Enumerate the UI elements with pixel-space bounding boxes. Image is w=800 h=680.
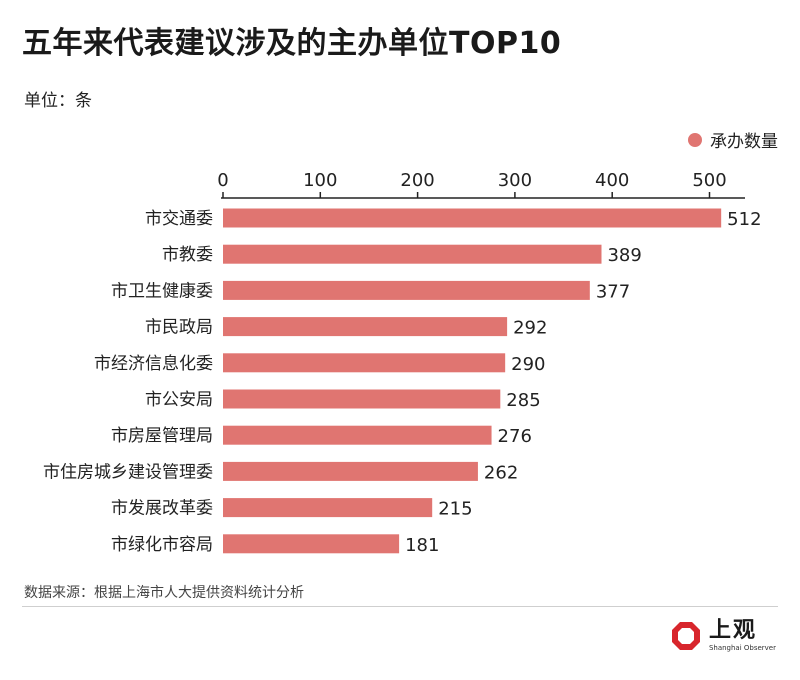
value-label: 292	[513, 318, 547, 339]
bar	[223, 280, 590, 300]
legend-dot-icon	[688, 132, 702, 147]
value-label: 290	[511, 354, 545, 375]
bar	[223, 389, 501, 409]
category-label: 市房屋管理局	[111, 426, 213, 446]
bar	[223, 461, 478, 481]
value-label: 262	[484, 462, 518, 483]
bar	[223, 425, 492, 445]
x-tick-label: 200	[400, 170, 434, 191]
category-label: 市教委	[162, 245, 213, 265]
bar	[223, 317, 508, 337]
bar	[223, 353, 506, 373]
value-label: 276	[498, 426, 532, 447]
logo-name: 上观	[708, 618, 757, 643]
category-label: 市发展改革委	[111, 499, 213, 519]
category-label: 市公安局	[145, 390, 213, 410]
value-label: 181	[405, 535, 439, 556]
category-label: 市卫生健康委	[111, 281, 213, 301]
x-tick-label: 300	[498, 170, 532, 191]
value-label: 512	[727, 209, 761, 230]
bar	[223, 244, 602, 264]
value-label: 215	[438, 499, 472, 520]
unit-label: 单位：条	[24, 91, 92, 111]
brand-logo: 上观 Shanghai Observer	[671, 620, 776, 652]
category-label: 市绿化市容局	[111, 535, 213, 555]
bar	[223, 534, 400, 554]
x-tick-label: 100	[303, 170, 337, 191]
category-label: 市民政局	[145, 318, 213, 338]
footer-divider	[22, 606, 778, 607]
logo-english: Shanghai Observer	[708, 644, 776, 652]
legend-label: 承办数量	[710, 132, 778, 152]
chart-title: 五年来代表建议涉及的主办单位TOP10	[22, 26, 562, 61]
category-label: 市交通委	[145, 209, 213, 229]
bar	[223, 208, 722, 228]
value-label: 285	[506, 390, 540, 411]
category-label: 市经济信息化委	[94, 354, 213, 374]
bar	[223, 498, 433, 518]
value-label: 377	[596, 281, 630, 302]
value-label: 389	[607, 245, 641, 266]
x-tick-label: 500	[692, 170, 726, 191]
x-tick-label: 0	[217, 170, 228, 191]
data-source: 数据来源：根据上海市人大提供资料统计分析	[24, 585, 304, 601]
x-tick-label: 400	[595, 170, 629, 191]
legend: 承办数量	[688, 127, 778, 152]
octagon-logo-icon	[671, 622, 700, 650]
category-label: 市住房城乡建设管理委	[43, 462, 213, 482]
